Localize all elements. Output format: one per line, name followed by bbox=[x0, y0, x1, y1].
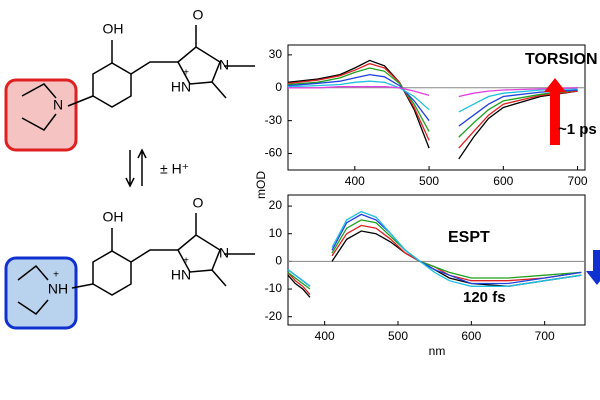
x-tick-label: 700 bbox=[568, 174, 588, 188]
atom-label: HN bbox=[171, 267, 191, 283]
atom-label: OH bbox=[103, 209, 124, 225]
equilibrium-label: ± H⁺ bbox=[160, 161, 189, 177]
arrow-head bbox=[586, 271, 600, 285]
series-line bbox=[287, 210, 582, 287]
y-tick-label: 30 bbox=[269, 47, 283, 61]
atom-label: O bbox=[193, 195, 204, 211]
atom-label: O bbox=[193, 7, 204, 23]
atom-label: N bbox=[219, 57, 229, 73]
atom-label: NH bbox=[48, 281, 68, 297]
equilibrium: ± H⁺ bbox=[125, 148, 189, 188]
x-axis-label: nm bbox=[429, 344, 446, 358]
x-tick-label: 700 bbox=[535, 329, 555, 343]
molecule-top: OH O N HN + N bbox=[4, 7, 255, 152]
series-line bbox=[287, 62, 578, 149]
y-axis-label: mOD bbox=[254, 171, 268, 199]
x-tick-label: 500 bbox=[388, 329, 408, 343]
y-tick-label: 0 bbox=[275, 80, 282, 94]
atom-label: HN bbox=[171, 79, 191, 95]
atom-label: N bbox=[219, 245, 229, 261]
x-tick-label: 600 bbox=[493, 174, 513, 188]
x-tick-label: 500 bbox=[419, 174, 439, 188]
equilibrium-arrows bbox=[125, 148, 147, 188]
bonds bbox=[21, 25, 255, 131]
charge: + bbox=[183, 256, 189, 267]
charge: + bbox=[53, 270, 59, 281]
y-tick-label: 0 bbox=[275, 254, 282, 268]
plot-frame bbox=[287, 44, 586, 171]
series-line bbox=[287, 224, 582, 296]
series-line bbox=[287, 59, 578, 160]
charge: + bbox=[183, 68, 189, 79]
y-tick-label: -10 bbox=[265, 281, 283, 295]
annotation: ~1 ps bbox=[558, 121, 597, 138]
y-tick-label: 20 bbox=[269, 198, 283, 212]
y-tick-label: -30 bbox=[265, 113, 283, 127]
arrow-head bbox=[544, 78, 566, 92]
annotation: TORSION bbox=[525, 51, 598, 68]
molecule-bottom: OH O N HN + NH + bbox=[4, 195, 255, 330]
y-tick-label: 10 bbox=[269, 226, 283, 240]
x-tick-label: 400 bbox=[315, 329, 335, 343]
annotation: 120 fs bbox=[463, 289, 506, 306]
amine-box bbox=[4, 78, 78, 152]
series-line bbox=[287, 230, 582, 298]
ring bbox=[92, 62, 132, 108]
y-tick-label: -60 bbox=[265, 146, 283, 160]
series-line bbox=[287, 67, 578, 138]
atom-label: OH bbox=[103, 21, 124, 37]
annotation: ESPT bbox=[448, 229, 490, 246]
y-tick-label: -20 bbox=[265, 309, 283, 323]
atom-label: N bbox=[53, 97, 63, 113]
bonds bbox=[17, 213, 255, 315]
x-tick-label: 400 bbox=[345, 174, 365, 188]
ring bbox=[92, 250, 132, 296]
series-line bbox=[287, 73, 578, 127]
x-tick-label: 600 bbox=[461, 329, 481, 343]
plot-frame bbox=[287, 194, 586, 326]
